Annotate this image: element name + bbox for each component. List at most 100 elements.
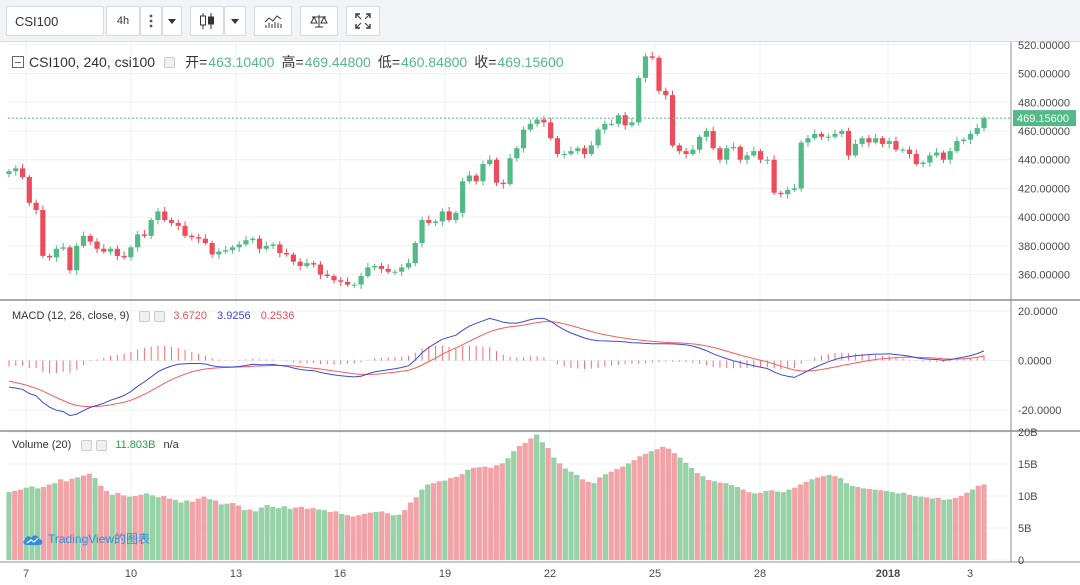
volume-bar xyxy=(901,492,907,560)
price-tick-label: 500.00000 xyxy=(1018,69,1070,81)
volume-bar xyxy=(740,489,746,560)
volume-bar xyxy=(906,494,913,560)
candle-body xyxy=(548,122,554,139)
volume-bar xyxy=(528,438,534,560)
volume-bar xyxy=(6,492,12,560)
price-tick-label: 400.00000 xyxy=(1018,212,1070,224)
candlestick-icon xyxy=(200,13,214,29)
volume-bar xyxy=(425,484,431,560)
volume-bar xyxy=(568,471,574,560)
volume-bar xyxy=(556,463,563,560)
price-tick-label: 380.00000 xyxy=(1018,241,1070,253)
volume-bar xyxy=(579,479,586,560)
volume-bar xyxy=(333,511,339,560)
volume-tick-label: 15B xyxy=(1018,459,1038,471)
volume-bar xyxy=(700,476,706,560)
candle-body xyxy=(622,115,628,126)
volume-bar xyxy=(608,471,614,560)
price-tick-label: 460.00000 xyxy=(1018,126,1070,138)
candle-body xyxy=(128,247,134,258)
candle-body xyxy=(67,247,73,271)
price-tick-label: 520.00000 xyxy=(1018,40,1070,52)
volume-bar xyxy=(803,481,809,560)
chart-style-dropdown-button[interactable] xyxy=(224,6,246,36)
volume-bar xyxy=(585,481,591,560)
toolbar: CSI100 4h xyxy=(0,0,1080,42)
volume-bar xyxy=(224,503,230,560)
candle-body xyxy=(974,128,980,134)
volume-bar xyxy=(470,467,477,560)
volume-bar xyxy=(815,477,821,560)
time-tick-label: 22 xyxy=(544,568,556,580)
candle-body xyxy=(534,119,540,124)
interval-menu-button[interactable] xyxy=(140,6,162,36)
volume-bar xyxy=(562,468,568,560)
volume-bar xyxy=(941,499,947,560)
volume-bar xyxy=(597,477,603,560)
candle-body xyxy=(19,168,26,177)
candle-body xyxy=(216,251,222,255)
collapse-legend-icon[interactable] xyxy=(12,56,24,68)
volume-bar xyxy=(591,483,597,560)
volume-bar xyxy=(212,500,219,560)
volume-bar xyxy=(545,448,551,560)
close-icon[interactable] xyxy=(154,310,166,322)
candle-body xyxy=(229,247,236,251)
settings-icon[interactable] xyxy=(139,310,151,322)
compare-button[interactable] xyxy=(300,6,338,36)
candle-body xyxy=(737,146,743,160)
candle-body xyxy=(683,151,689,154)
volume-value-1: 11.803B xyxy=(115,439,156,451)
candle-body xyxy=(446,211,452,221)
volume-bar xyxy=(551,457,557,560)
candle-body xyxy=(493,159,500,183)
interval-button[interactable]: 4h xyxy=(106,6,140,36)
candle-body xyxy=(317,264,324,275)
candle-body xyxy=(568,151,574,154)
candle-body xyxy=(575,148,581,152)
volume-bar xyxy=(631,460,637,560)
candle-body xyxy=(358,276,364,285)
candle-body xyxy=(527,123,533,130)
volume-bar xyxy=(711,481,718,560)
symbol-input[interactable]: CSI100 xyxy=(6,6,104,36)
volume-bar xyxy=(304,508,310,560)
volume-bar xyxy=(534,434,540,560)
candle-body xyxy=(162,211,168,221)
volume-bar xyxy=(184,500,190,560)
volume-bar xyxy=(918,496,924,560)
candle-body xyxy=(405,263,412,268)
volume-bar xyxy=(339,513,345,560)
volume-bar xyxy=(35,488,41,560)
candle-body xyxy=(256,238,263,249)
volume-bar xyxy=(241,510,247,560)
volume-bar xyxy=(281,506,287,560)
volume-bar xyxy=(751,493,758,560)
candle-body xyxy=(642,56,649,78)
caret-down-icon xyxy=(168,18,176,24)
tradingview-watermark[interactable]: TradingView的图表 xyxy=(22,530,150,547)
legend-high-label: 高= xyxy=(281,54,304,70)
candle-body xyxy=(155,211,161,221)
fullscreen-button[interactable] xyxy=(346,6,380,36)
volume-bar xyxy=(465,469,471,560)
candle-body xyxy=(920,162,926,165)
volume-bar xyxy=(52,483,58,560)
candle-body xyxy=(845,131,852,156)
settings-icon[interactable] xyxy=(164,56,176,68)
time-tick-label: 3 xyxy=(967,568,973,580)
indicators-button[interactable] xyxy=(254,6,292,36)
volume-bar xyxy=(166,498,173,560)
volume-bar xyxy=(878,490,884,560)
settings-icon[interactable] xyxy=(81,439,93,451)
candle-body xyxy=(412,243,418,264)
chart-style-button[interactable] xyxy=(190,6,224,36)
close-icon[interactable] xyxy=(96,439,108,451)
volume-bar xyxy=(620,466,626,560)
candle-body xyxy=(209,243,215,255)
interval-dropdown-button[interactable] xyxy=(162,6,182,36)
volume-bar xyxy=(453,476,459,560)
candle-body xyxy=(107,248,114,252)
candle-body xyxy=(331,276,337,281)
